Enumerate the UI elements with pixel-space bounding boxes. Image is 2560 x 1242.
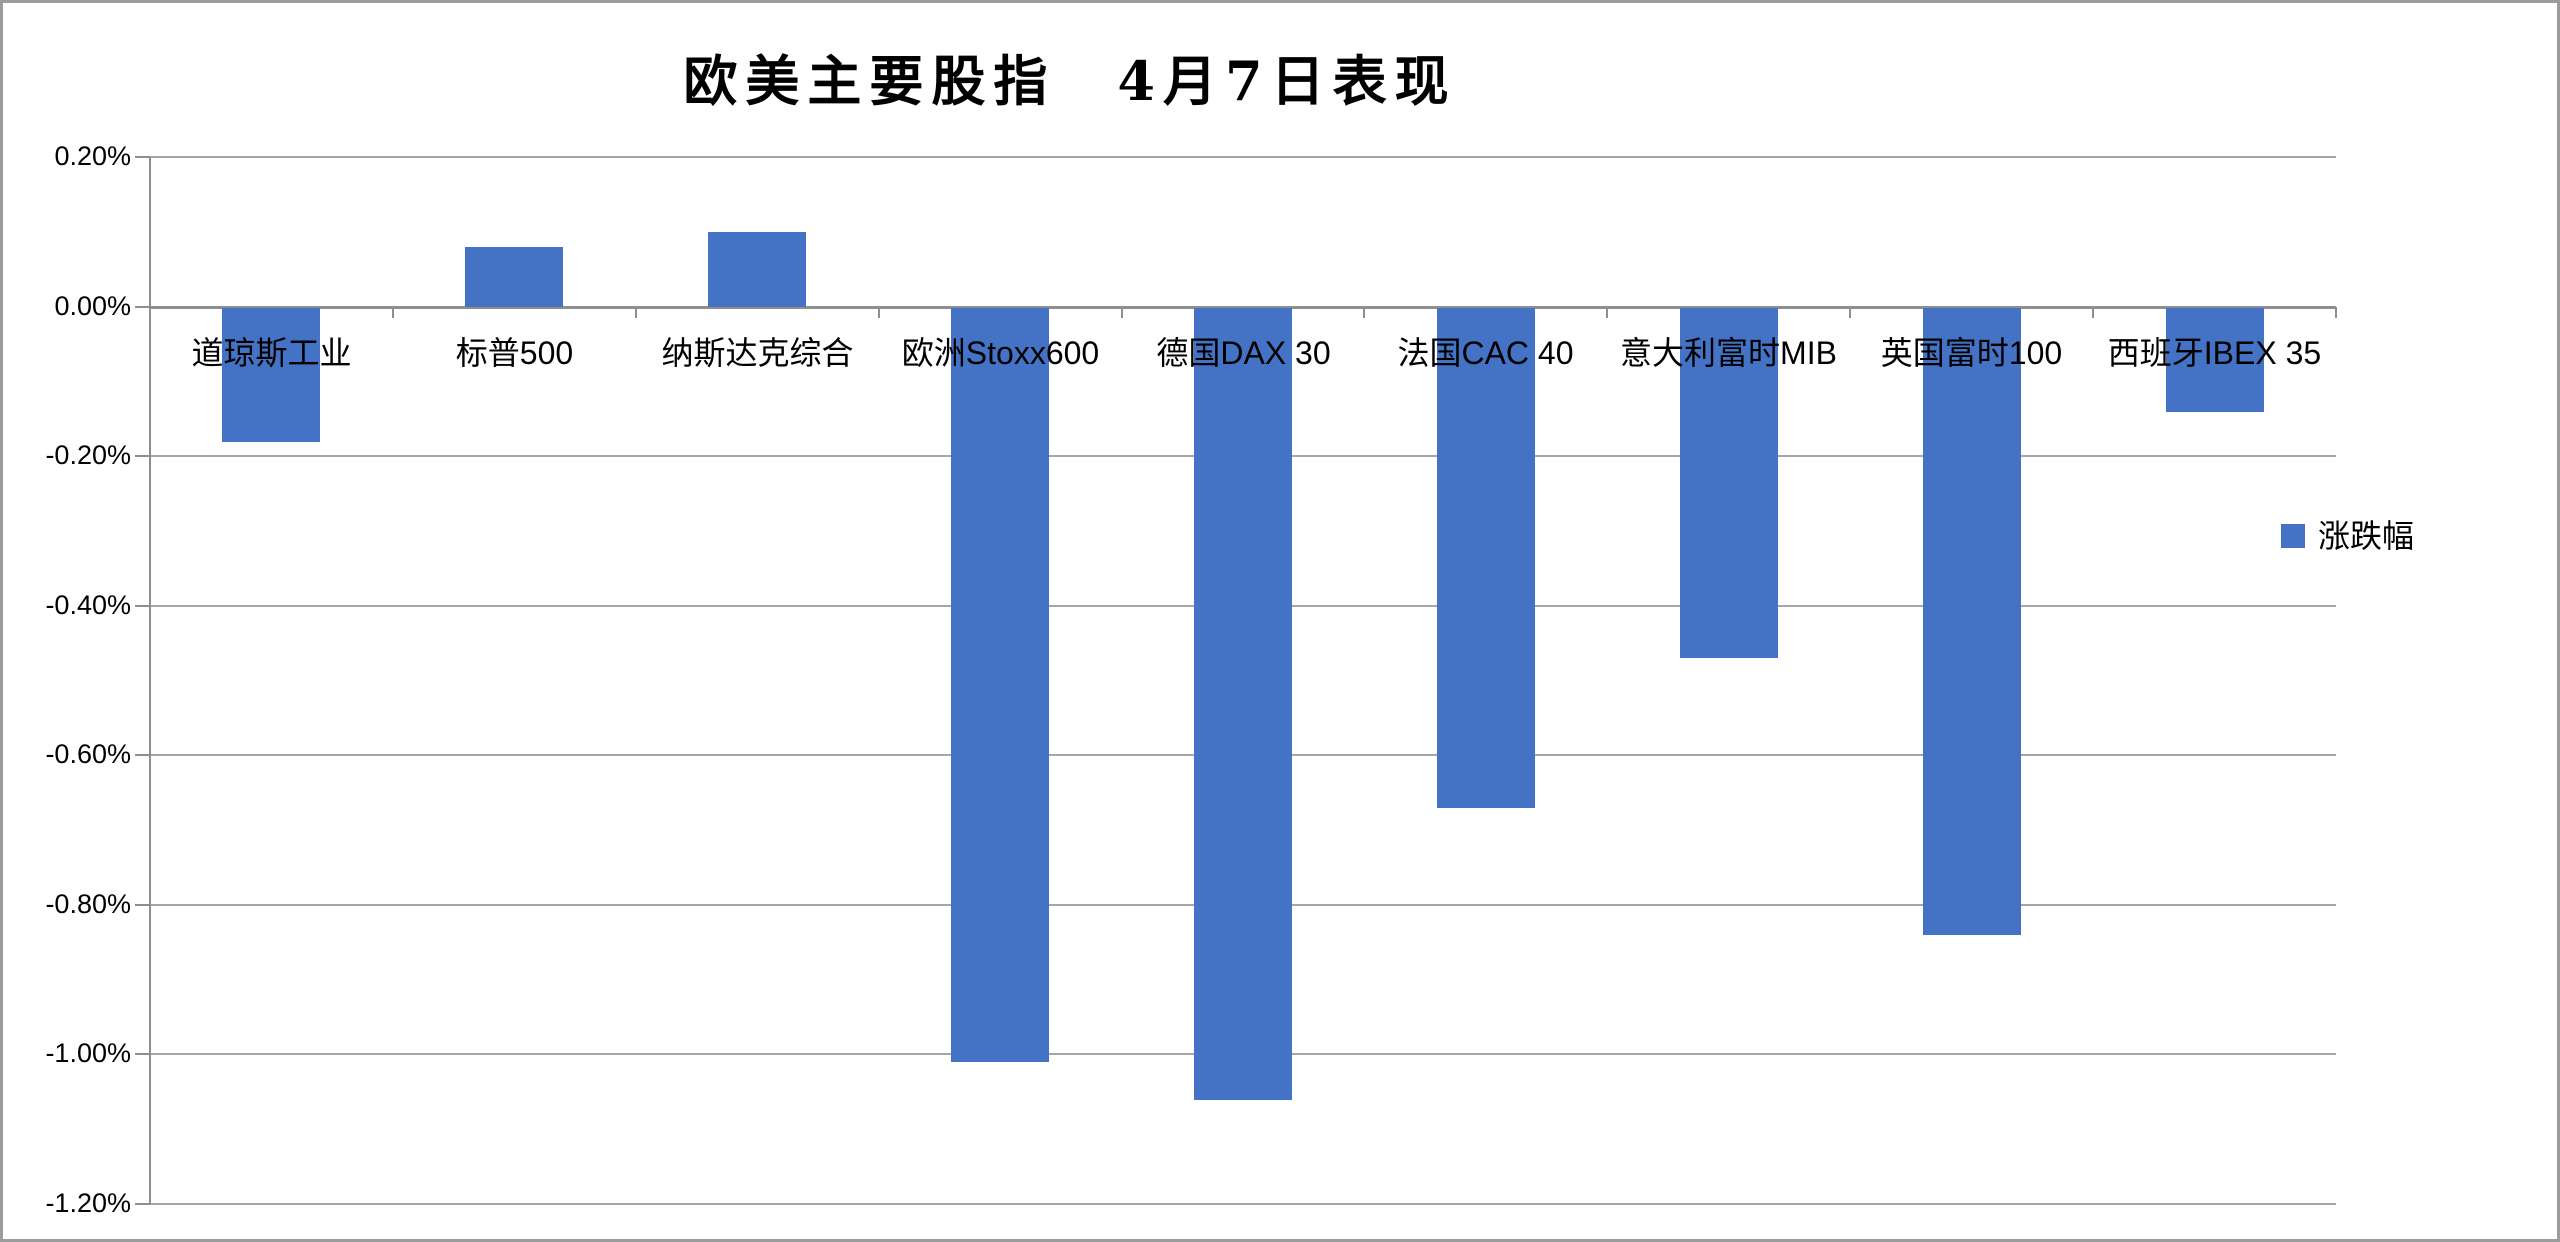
x-axis-tick: [1363, 307, 1365, 318]
y-axis-label: -1.00%: [45, 1038, 131, 1068]
category-label: 德国DAX 30: [1156, 335, 1331, 371]
y-axis-label: -1.20%: [45, 1188, 131, 1218]
y-axis-tick: [135, 904, 150, 906]
y-axis-label: -0.80%: [45, 889, 131, 919]
chart-title: 欧美主要股指 4月7日表现: [683, 49, 1457, 113]
legend: 涨跌幅: [2281, 519, 2414, 553]
y-axis-tick: [135, 1203, 150, 1205]
bar: [465, 247, 563, 307]
category-label: 道琼斯工业: [191, 335, 352, 371]
category-label: 英国富时100: [1880, 335, 2063, 371]
bar: [1923, 308, 2021, 935]
bar: [951, 308, 1049, 1062]
x-axis-tick: [635, 307, 637, 318]
y-axis-tick: [135, 156, 150, 158]
x-axis-tick: [1121, 307, 1123, 318]
x-axis-tick: [1606, 307, 1608, 318]
category-label: 西班牙IBEX 35: [2107, 335, 2322, 371]
bar: [708, 232, 806, 307]
bar: [1680, 308, 1778, 658]
y-axis-tick: [135, 306, 150, 308]
y-axis-tick: [135, 754, 150, 756]
category-label: 欧洲Stoxx600: [901, 335, 1100, 371]
y-axis-label: -0.40%: [45, 590, 131, 620]
y-axis-label: 0.20%: [54, 141, 131, 171]
y-axis-tick: [135, 455, 150, 457]
x-axis-tick: [2335, 307, 2337, 318]
gridline: [150, 156, 2336, 158]
x-axis-tick: [392, 307, 394, 318]
legend-swatch: [2281, 524, 2305, 548]
bar: [1437, 308, 1535, 808]
category-label: 纳斯达克综合: [661, 335, 854, 371]
x-axis-line: [150, 306, 2336, 309]
x-axis-tick: [1849, 307, 1851, 318]
gridline: [150, 1203, 2336, 1205]
y-axis-line: [149, 157, 151, 1204]
legend-label: 涨跌幅: [2318, 518, 2415, 554]
x-axis-tick: [878, 307, 880, 318]
y-axis-label: -0.20%: [45, 440, 131, 470]
y-axis-tick: [135, 605, 150, 607]
bar: [222, 308, 320, 442]
y-axis-label: -0.60%: [45, 739, 131, 769]
bar: [1194, 308, 1292, 1100]
category-label: 法国CAC 40: [1397, 335, 1574, 371]
category-label: 意大利富时MIB: [1620, 335, 1837, 371]
y-axis-tick: [135, 1053, 150, 1055]
bar: [2166, 308, 2264, 412]
x-axis-tick: [149, 307, 151, 318]
y-axis-label: 0.00%: [54, 291, 131, 321]
category-label: 标普500: [455, 335, 574, 371]
x-axis-tick: [2092, 307, 2094, 318]
